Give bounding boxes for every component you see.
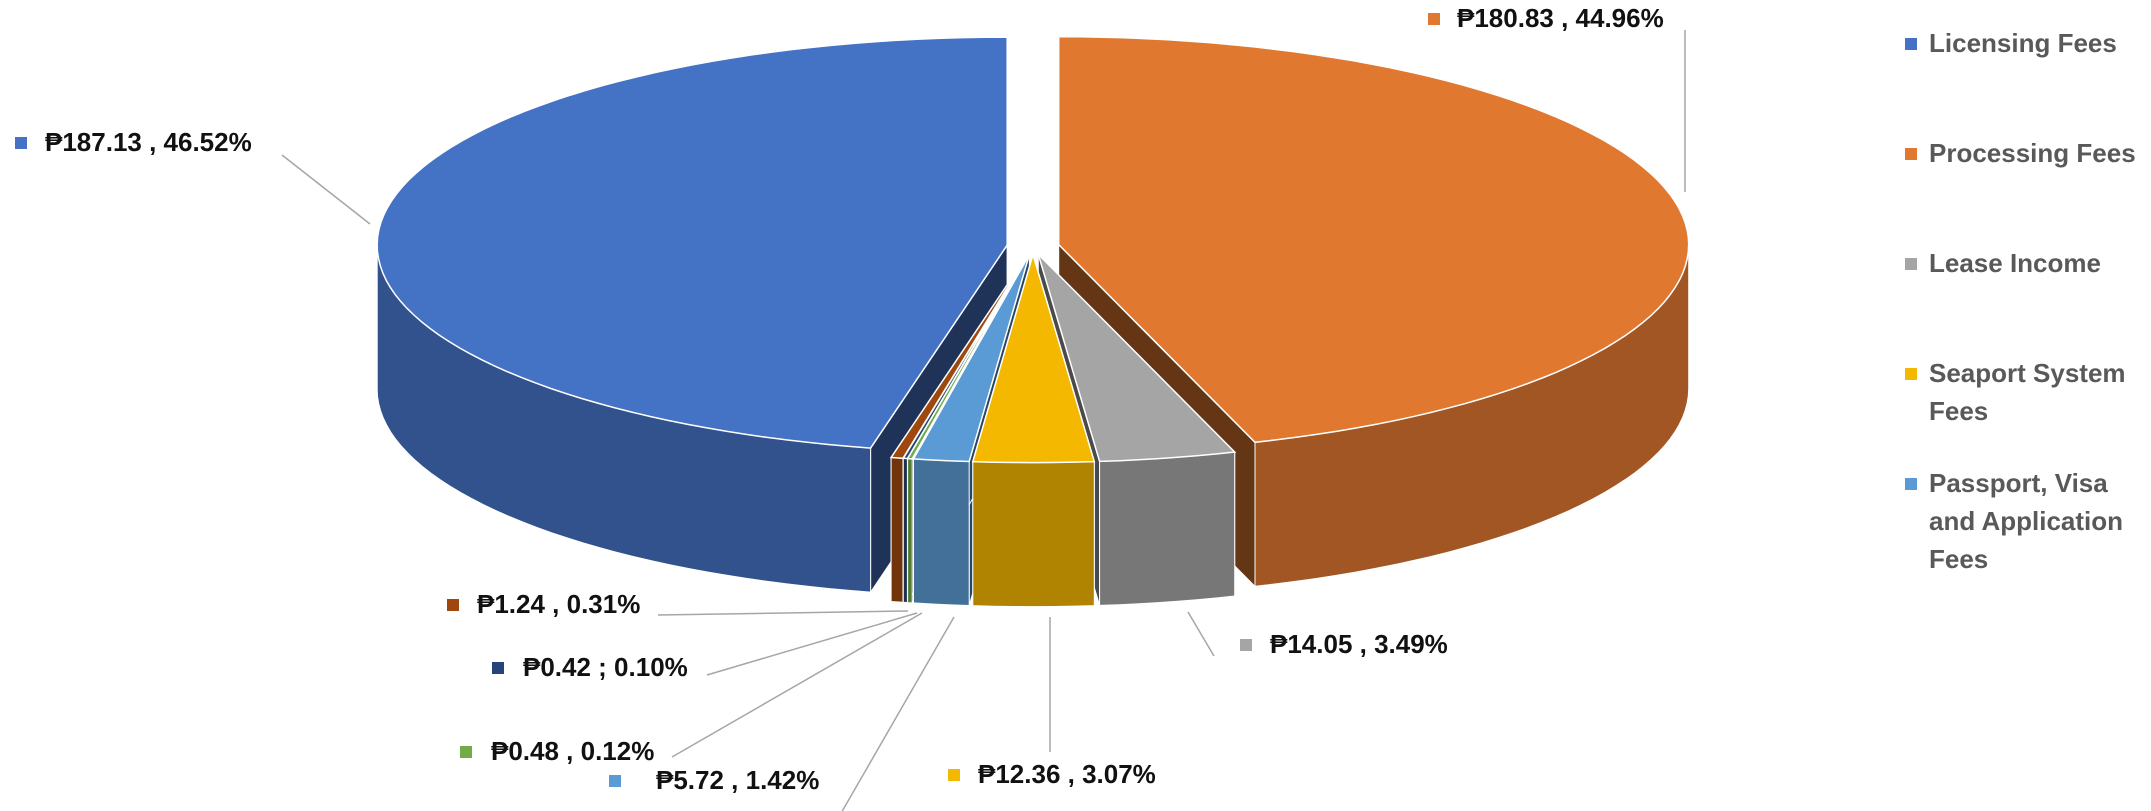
legend-label: Processing Fees [1929, 138, 2136, 168]
legend-item: Licensing Fees [1905, 28, 2145, 62]
legend-swatch [1905, 258, 1917, 270]
legend-item: Seaport System Fees [1905, 358, 2145, 430]
data-label: ₱12.36 , 3.07% [978, 759, 1156, 789]
legend-swatch [1905, 148, 1917, 160]
data-label: ₱14.05 , 3.49% [1270, 629, 1448, 659]
label-marker [1428, 13, 1440, 25]
leader-line [706, 612, 918, 676]
legend-swatch [1905, 478, 1917, 490]
label-marker [460, 746, 472, 758]
leader-line [657, 610, 909, 616]
slice [1037, 253, 1237, 463]
label-marker [447, 599, 459, 611]
legend-swatch [1905, 368, 1917, 380]
slice-side [890, 456, 904, 603]
legend-item: Lease Income [1905, 248, 2145, 282]
legend-item: Processing Fees [1905, 138, 2145, 172]
label-marker [15, 137, 27, 149]
data-label: ₱180.83 , 44.96% [1457, 3, 1664, 33]
leader-line [841, 616, 955, 811]
slice [912, 254, 1031, 463]
slice-side [907, 458, 913, 604]
legend-label: Passport, Visa and Application Fees [1929, 468, 2124, 574]
label-marker [609, 775, 621, 787]
data-label: ₱5.72 , 1.42% [656, 765, 819, 795]
slice [376, 36, 1008, 449]
leader-line [1187, 611, 1215, 657]
slice [889, 253, 1029, 460]
data-label: ₱0.48 , 0.12% [491, 736, 654, 766]
data-label: ₱1.24 , 0.31% [477, 589, 640, 619]
slice [971, 251, 1096, 464]
label-marker [492, 662, 504, 674]
slice-side [1099, 451, 1236, 606]
data-label: ₱187.13 , 46.52% [45, 127, 252, 157]
slice-side [902, 457, 908, 604]
legend-label: Licensing Fees [1929, 28, 2117, 58]
label-marker [948, 769, 960, 781]
data-label: ₱0.42 ; 0.10% [523, 652, 688, 682]
legend-label: Lease Income [1929, 248, 2101, 278]
slice-side [913, 458, 970, 607]
label-marker [1240, 639, 1252, 651]
legend-label: Seaport System Fees [1929, 358, 2126, 426]
slice [1057, 35, 1690, 444]
legend-item: Passport, Visa and Application Fees [1905, 468, 2145, 578]
slice-side [972, 461, 1095, 608]
leader-line [671, 612, 923, 758]
legend-swatch [1905, 38, 1917, 50]
leader-line [281, 154, 371, 225]
